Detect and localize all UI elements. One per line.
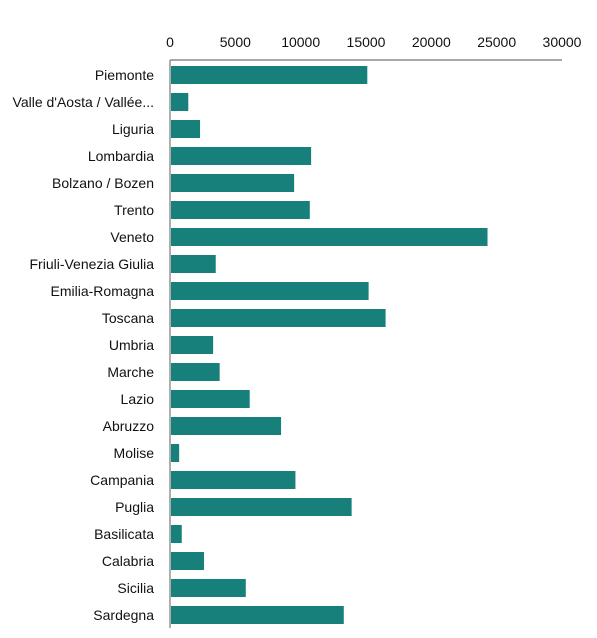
bar	[171, 201, 310, 219]
category-label: Emilia-Romagna	[51, 283, 155, 299]
category-label: Puglia	[115, 499, 154, 515]
category-label: Liguria	[112, 121, 154, 137]
category-label: Veneto	[110, 229, 154, 245]
category-label: Campania	[90, 472, 154, 488]
x-tick-label: 0	[166, 34, 174, 50]
bar	[171, 471, 296, 489]
bar	[171, 363, 220, 381]
category-label: Marche	[107, 364, 154, 380]
bar	[171, 336, 214, 354]
x-tick-labels: 0 5000 10000 15000 20000 25000 30000	[166, 34, 582, 50]
bar	[171, 498, 352, 516]
bar	[171, 525, 182, 543]
category-label: Toscana	[102, 310, 154, 326]
category-label: Sardegna	[93, 607, 154, 623]
category-label: Trento	[114, 202, 154, 218]
bar	[171, 552, 204, 570]
bar	[171, 417, 282, 435]
bar	[171, 444, 180, 462]
bar	[171, 255, 216, 273]
category-label: Friuli-Venezia Giulia	[30, 256, 155, 272]
bar	[171, 579, 246, 597]
category-label: Basilicata	[94, 526, 154, 542]
bar	[171, 120, 201, 138]
category-labels: Piemonte Valle d'Aosta / Vallée... Liguria…	[13, 67, 155, 623]
bars	[171, 66, 488, 624]
category-label: Valle d'Aosta / Vallée...	[13, 94, 154, 110]
category-label: Piemonte	[95, 67, 154, 83]
bar	[171, 147, 312, 165]
x-tick-label: 10000	[281, 34, 320, 50]
bar	[171, 93, 189, 111]
bar	[171, 309, 386, 327]
x-tick-label: 20000	[412, 34, 451, 50]
x-tick-label: 5000	[220, 34, 251, 50]
bar	[171, 174, 295, 192]
category-label: Abruzzo	[103, 418, 155, 434]
bar	[171, 282, 369, 300]
bar	[171, 606, 344, 624]
bar	[171, 66, 368, 84]
category-label: Sicilia	[117, 580, 154, 596]
bar	[171, 390, 250, 408]
category-label: Calabria	[102, 553, 154, 569]
bar	[171, 228, 488, 246]
category-label: Lazio	[121, 391, 155, 407]
x-tick-label: 30000	[543, 34, 582, 50]
category-label: Umbria	[109, 337, 154, 353]
x-tick-label: 25000	[477, 34, 516, 50]
category-label: Molise	[114, 445, 155, 461]
category-label: Lombardia	[88, 148, 154, 164]
x-tick-label: 15000	[347, 34, 386, 50]
category-label: Bolzano / Bozen	[52, 175, 154, 191]
